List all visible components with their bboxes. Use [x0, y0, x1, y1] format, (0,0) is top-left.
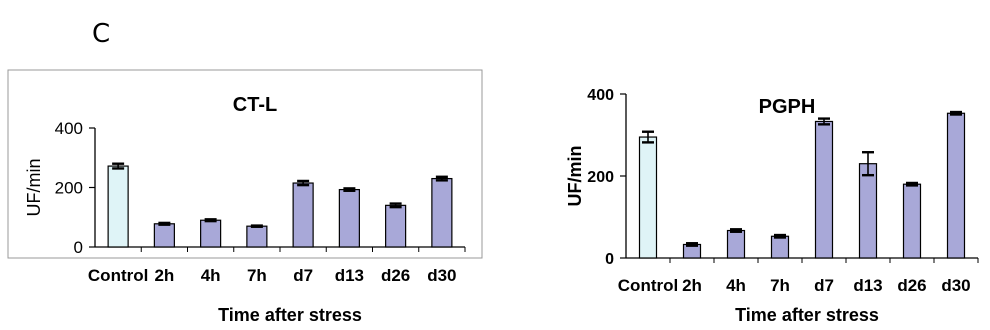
bar — [858, 163, 878, 259]
category-label: 4h — [726, 276, 746, 295]
category-label: 2h — [682, 276, 702, 295]
bar — [200, 219, 222, 248]
bar — [385, 204, 407, 248]
y-tick-label: 0 — [605, 251, 614, 268]
bar — [638, 136, 658, 259]
chart-pgph: PGPH 0 200 400 Control 2h 4h 7h d7 d13 d26 d30 UF/mi… — [565, 87, 979, 325]
x-axis-label: Time after stress — [218, 305, 362, 325]
bar — [726, 229, 746, 259]
category-label: d30 — [427, 266, 456, 285]
category-label: d7 — [293, 266, 313, 285]
category-label: d26 — [897, 276, 926, 295]
bar — [946, 112, 966, 259]
bar — [153, 223, 175, 248]
category-label: 7h — [247, 266, 267, 285]
category-label: d7 — [814, 276, 834, 295]
category-label: Control — [618, 276, 678, 295]
y-tick-label: 0 — [74, 238, 83, 257]
y-axis-label: UF/min — [565, 146, 585, 207]
chart-frame — [7, 69, 483, 259]
category-label: d30 — [941, 276, 970, 295]
x-axis-label: Time after stress — [735, 305, 879, 325]
category-label: 2h — [154, 266, 174, 285]
bar — [107, 165, 129, 248]
category-label: 7h — [770, 276, 790, 295]
bar — [338, 188, 360, 248]
panel-label: C — [92, 19, 110, 49]
category-label: d13 — [853, 276, 882, 295]
y-tick-label: 400 — [587, 87, 614, 104]
category-label: Control — [88, 266, 148, 285]
y-tick-label: 200 — [55, 179, 83, 198]
chart-title: PGPH — [759, 96, 816, 118]
bar — [246, 225, 268, 248]
y-tick-label: 400 — [55, 119, 83, 138]
bar — [431, 177, 453, 248]
bar — [770, 235, 790, 259]
category-label: d26 — [381, 266, 410, 285]
bar — [814, 120, 834, 259]
y-tick-label: 200 — [587, 169, 614, 186]
bar — [902, 183, 922, 259]
bar — [292, 182, 314, 248]
y-axis-label: UF/min — [24, 159, 44, 217]
category-label: 4h — [201, 266, 221, 285]
chart-ct-l: CT-L 0 200 400 Control 2h 4h 7h d7 d13 d26 d30 UF/mi… — [7, 69, 483, 325]
chart-title: CT-L — [233, 94, 277, 116]
category-label: d13 — [335, 266, 364, 285]
